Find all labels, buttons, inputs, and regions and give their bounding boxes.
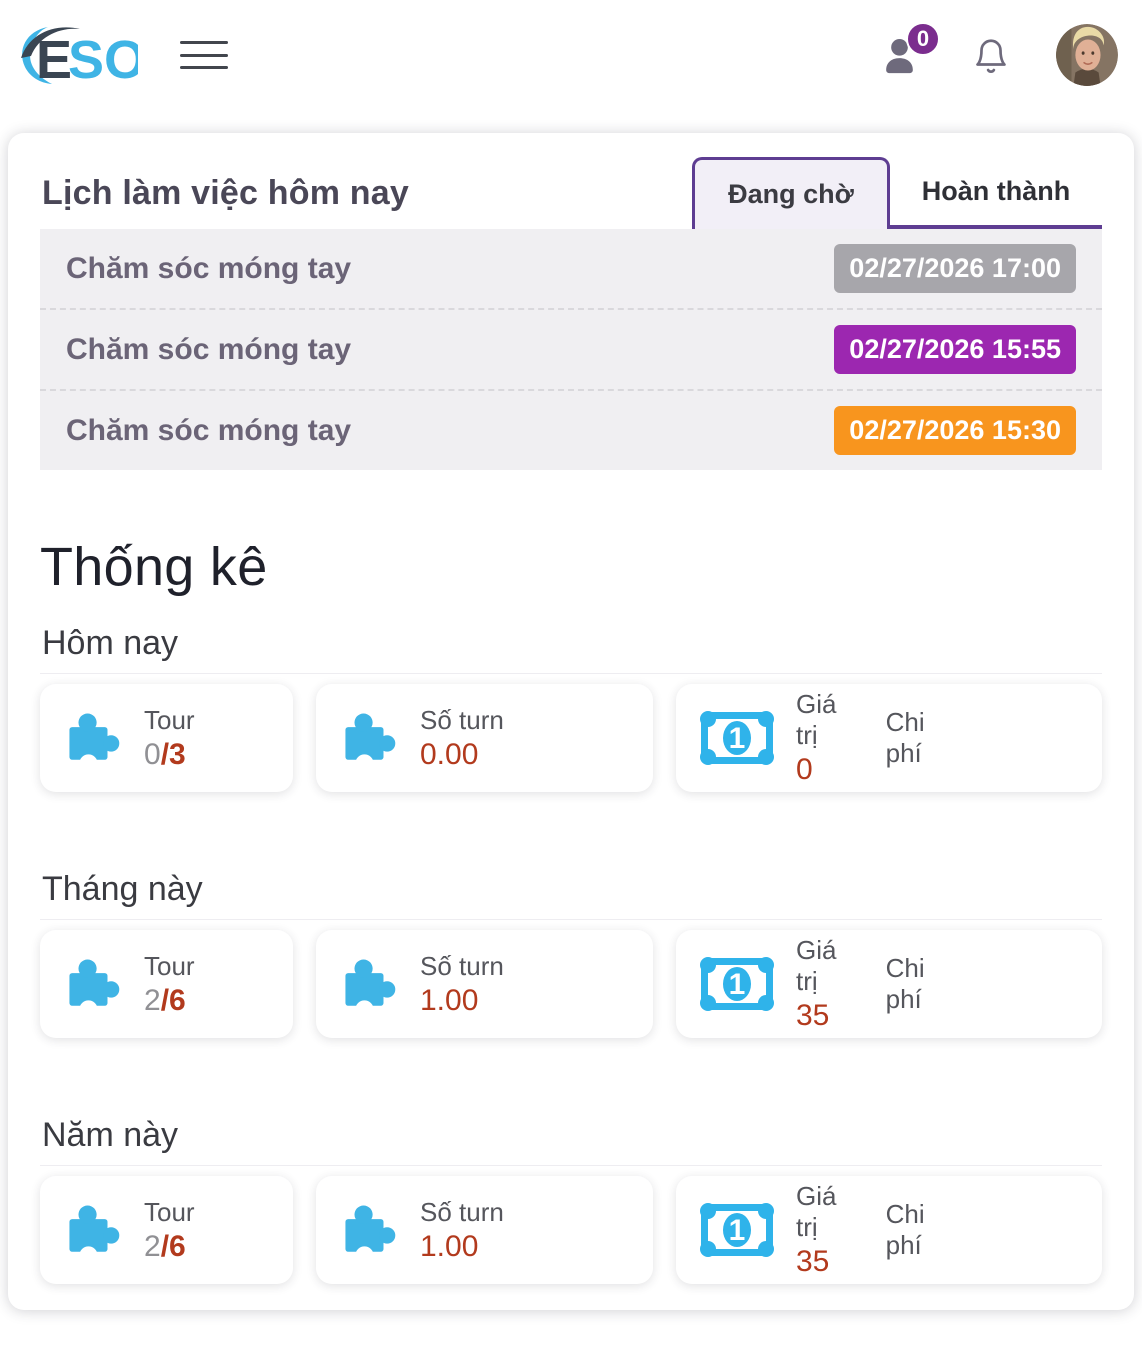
schedule-list: Chăm sóc móng tay 02/27/2026 17:00 Chăm … xyxy=(40,229,1102,470)
appointment-time-badge: 02/27/2026 15:30 xyxy=(834,406,1076,455)
puzzle-icon xyxy=(69,959,120,1013)
customers-waiting-button[interactable]: 0 xyxy=(882,22,940,78)
schedule-title: Lịch làm việc hôm nay xyxy=(42,173,409,212)
cost-label: Chi phí xyxy=(885,707,925,768)
turn-label: Số turn xyxy=(420,950,504,981)
stats-cards-row: Tour 2/6 Số turn 1.00 xyxy=(40,930,1102,1038)
stats-section-label: Năm này xyxy=(40,1116,1102,1166)
svg-text:1: 1 xyxy=(729,722,746,755)
header-actions: 0 xyxy=(882,22,1118,86)
puzzle-icon xyxy=(345,713,396,767)
value-label: Giá trị xyxy=(796,689,837,750)
value-amount: 0 xyxy=(796,753,813,786)
schedule-row[interactable]: Chăm sóc móng tay 02/27/2026 15:30 xyxy=(40,389,1102,470)
stats-section-month: Tháng này Tour 2/6 xyxy=(40,870,1102,1038)
tour-value: 2/6 xyxy=(144,983,186,1017)
cost-label: Chi phí xyxy=(885,1199,925,1260)
turn-card: Số turn 1.00 xyxy=(316,930,653,1038)
tour-label: Tour xyxy=(144,704,195,735)
value-card: 1 Giá trị 0 Chi phí xyxy=(676,684,1102,792)
puzzle-icon xyxy=(345,959,396,1013)
turn-card: Số turn 1.00 xyxy=(316,1176,653,1284)
stats-section-year: Năm này Tour 2/6 xyxy=(40,1116,1102,1284)
user-icon xyxy=(886,39,913,74)
tour-card: Tour 2/6 xyxy=(40,930,293,1038)
tour-value: 0/3 xyxy=(144,737,186,771)
tour-value: 2/6 xyxy=(144,1229,186,1263)
tour-label: Tour xyxy=(144,1196,195,1227)
svg-text:1: 1 xyxy=(729,968,746,1001)
schedule-header: Lịch làm việc hôm nay Đang chờ Hoàn thàn… xyxy=(40,133,1102,229)
cost-label: Chi phí xyxy=(885,953,925,1014)
svg-text:E: E xyxy=(36,30,72,88)
service-name: Chăm sóc móng tay xyxy=(66,251,352,285)
value-amount: 35 xyxy=(796,999,830,1032)
turn-value: 1.00 xyxy=(420,983,479,1017)
notification-count-badge: 0 xyxy=(906,22,940,56)
tour-label: Tour xyxy=(144,950,195,981)
service-name: Chăm sóc móng tay xyxy=(66,413,352,447)
appointment-time-badge: 02/27/2026 17:00 xyxy=(834,244,1076,293)
schedule-section: Lịch làm việc hôm nay Đang chờ Hoàn thàn… xyxy=(40,133,1102,470)
stats-cards-row: Tour 2/6 Số turn 1.00 xyxy=(40,1176,1102,1284)
value-label: Giá trị xyxy=(796,1181,837,1242)
turn-card: Số turn 0.00 xyxy=(316,684,653,792)
menu-icon[interactable] xyxy=(180,35,228,75)
service-name: Chăm sóc móng tay xyxy=(66,332,352,366)
value-card: 1 Giá trị 35 Chi phí xyxy=(676,930,1102,1038)
stats-section-label: Hôm nay xyxy=(40,624,1102,674)
svg-text:SO: SO xyxy=(68,30,138,88)
money-icon: 1 xyxy=(700,1203,774,1257)
schedule-tabs: Đang chờ Hoàn thành xyxy=(692,157,1102,229)
svg-text:1: 1 xyxy=(729,1214,746,1247)
value-label: Giá trị xyxy=(796,935,837,996)
stats-section-today: Hôm nay Tour 0/3 xyxy=(40,624,1102,792)
value-amount: 35 xyxy=(796,1245,830,1278)
turn-value: 0.00 xyxy=(420,737,479,771)
puzzle-icon xyxy=(345,1205,396,1259)
puzzle-icon xyxy=(69,1205,120,1259)
turn-value: 1.00 xyxy=(420,1229,479,1263)
eso-logo-icon[interactable]: E SO xyxy=(14,22,138,88)
money-icon: 1 xyxy=(700,957,774,1011)
profile-avatar[interactable] xyxy=(1056,24,1118,86)
turn-label: Số turn xyxy=(420,704,504,735)
stats-heading: Thống kê xyxy=(40,537,268,597)
tour-card: Tour 2/6 xyxy=(40,1176,293,1284)
schedule-row[interactable]: Chăm sóc móng tay 02/27/2026 15:55 xyxy=(40,308,1102,389)
stats-cards-row: Tour 0/3 Số turn 0.00 xyxy=(40,684,1102,792)
bell-icon[interactable] xyxy=(972,34,1010,76)
main-panel: Lịch làm việc hôm nay Đang chờ Hoàn thàn… xyxy=(8,133,1134,1310)
stats-section-label: Tháng này xyxy=(40,870,1102,920)
appointment-time-badge: 02/27/2026 15:55 xyxy=(834,325,1076,374)
puzzle-icon xyxy=(69,713,120,767)
top-bar: E SO 0 xyxy=(0,0,1142,110)
tab-pending[interactable]: Đang chờ xyxy=(692,157,890,229)
tour-card: Tour 0/3 xyxy=(40,684,293,792)
money-icon: 1 xyxy=(700,711,774,765)
turn-label: Số turn xyxy=(420,1196,504,1227)
tab-completed[interactable]: Hoàn thành xyxy=(890,157,1102,229)
value-card: 1 Giá trị 35 Chi phí xyxy=(676,1176,1102,1284)
schedule-row[interactable]: Chăm sóc móng tay 02/27/2026 17:00 xyxy=(40,229,1102,308)
